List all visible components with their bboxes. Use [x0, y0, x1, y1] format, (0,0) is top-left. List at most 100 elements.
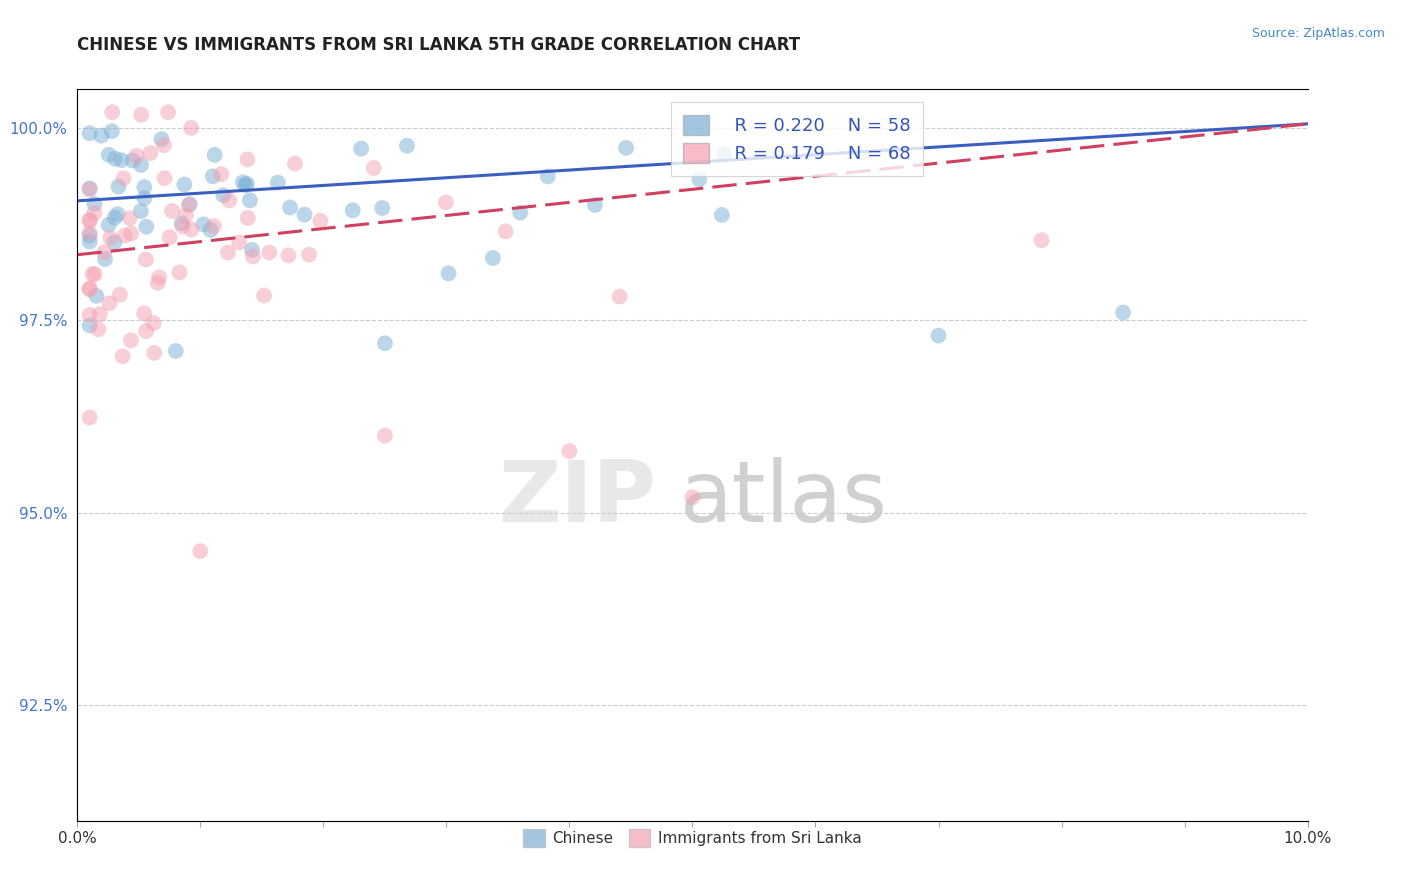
Point [437, 266, 460, 280]
Point [98, 231, 121, 245]
Point [188, 544, 212, 558]
Point [134, 306, 156, 320]
Point [121, 153, 143, 168]
Point [284, 156, 307, 170]
Point [104, 211, 127, 225]
Point [235, 178, 257, 193]
Point [90, 128, 112, 143]
Point [153, 171, 176, 186]
Point [89, 307, 111, 321]
Point [160, 203, 183, 218]
Point [236, 153, 259, 167]
Point [118, 211, 141, 226]
Point [350, 142, 373, 156]
Point [179, 197, 201, 211]
Point [139, 146, 162, 161]
Point [240, 243, 263, 257]
Point [79, 281, 101, 295]
Point [135, 324, 157, 338]
Point [107, 207, 129, 221]
Point [713, 147, 735, 161]
Point [134, 180, 156, 194]
Text: Source: ZipAtlas.com: Source: ZipAtlas.com [1251, 27, 1385, 40]
Point [217, 245, 239, 260]
Point [79, 308, 101, 322]
Point [253, 288, 276, 302]
Point [159, 230, 181, 244]
Point [135, 219, 157, 234]
Point [236, 177, 259, 191]
Point [371, 201, 394, 215]
Point [614, 141, 637, 155]
Point [374, 336, 396, 351]
Point [395, 138, 418, 153]
Point [342, 203, 364, 218]
Point [83, 267, 105, 281]
Point [129, 204, 152, 219]
Point [153, 138, 176, 153]
Point [172, 219, 194, 234]
Point [79, 182, 101, 196]
Point [146, 276, 169, 290]
Point [434, 195, 457, 210]
Point [180, 222, 202, 236]
Point [309, 214, 332, 228]
Point [267, 176, 290, 190]
Point [558, 444, 581, 458]
Point [209, 167, 232, 181]
Point [79, 235, 101, 249]
Point [79, 126, 101, 140]
Point [1112, 305, 1135, 319]
Point [120, 334, 142, 348]
Point [212, 188, 235, 202]
Point [79, 282, 101, 296]
Point [200, 223, 222, 237]
Point [103, 235, 125, 250]
Point [1031, 233, 1053, 247]
Point [609, 289, 631, 303]
Point [201, 169, 224, 184]
Point [101, 124, 124, 138]
Legend: Chinese, Immigrants from Sri Lanka: Chinese, Immigrants from Sri Lanka [517, 823, 868, 854]
Text: atlas: atlas [681, 458, 889, 541]
Point [143, 346, 166, 360]
Point [170, 216, 193, 230]
Point [129, 108, 152, 122]
Point [259, 245, 281, 260]
Point [110, 153, 132, 168]
Point [82, 267, 104, 281]
Point [232, 175, 254, 189]
Point [112, 171, 135, 186]
Point [79, 214, 101, 228]
Text: ZIP: ZIP [498, 458, 655, 541]
Point [129, 158, 152, 172]
Point [107, 179, 129, 194]
Point [482, 251, 505, 265]
Point [84, 289, 107, 303]
Point [157, 105, 180, 120]
Point [928, 328, 950, 343]
Point [202, 219, 225, 233]
Point [193, 217, 215, 231]
Point [108, 287, 131, 301]
Point [142, 316, 165, 330]
Point [682, 490, 704, 504]
Point [278, 201, 301, 215]
Point [298, 248, 321, 262]
Point [374, 428, 396, 442]
Point [509, 205, 531, 219]
Point [97, 218, 120, 232]
Point [98, 296, 121, 310]
Point [173, 178, 195, 192]
Point [294, 208, 316, 222]
Point [228, 235, 250, 250]
Point [180, 120, 202, 135]
Point [134, 191, 156, 205]
Point [97, 148, 120, 162]
Point [177, 198, 200, 212]
Point [83, 206, 105, 220]
Point [242, 250, 264, 264]
Point [111, 349, 134, 363]
Point [125, 149, 148, 163]
Point [114, 228, 136, 243]
